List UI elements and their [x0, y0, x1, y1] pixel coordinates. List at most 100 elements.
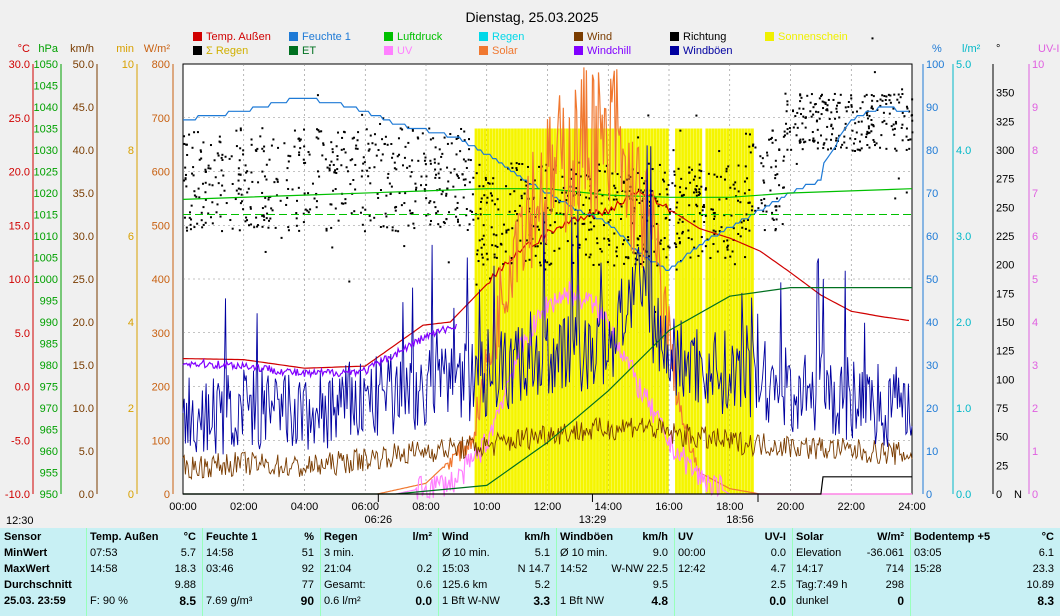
- direction-point: [585, 174, 588, 177]
- direction-point: [202, 223, 205, 226]
- direction-point: [276, 180, 279, 183]
- direction-point: [602, 224, 605, 227]
- direction-point: [479, 213, 482, 216]
- direction-point: [593, 217, 596, 220]
- x-tick-label: 06:00: [351, 501, 379, 513]
- direction-point: [185, 143, 188, 146]
- direction-point: [640, 177, 643, 180]
- direction-point: [429, 159, 432, 162]
- legend-item: Windchill: [574, 45, 631, 57]
- direction-point: [403, 156, 406, 159]
- axis-tick-label: 100: [152, 435, 170, 447]
- legend-label: ET: [302, 45, 316, 57]
- axis-tick-label: 950: [40, 489, 58, 501]
- direction-point: [486, 196, 489, 199]
- sunshine-bar: [580, 128, 584, 494]
- axis-tick-label: 225: [996, 231, 1014, 243]
- direction-point: [429, 219, 432, 222]
- direction-point: [320, 130, 323, 133]
- direction-point: [600, 202, 603, 205]
- sunshine-bar: [696, 128, 700, 494]
- axis-unit: hPa: [38, 43, 58, 55]
- direction-point: [881, 99, 884, 102]
- direction-point: [381, 153, 384, 156]
- direction-point: [887, 93, 890, 96]
- x-tick-label: 14:00: [594, 501, 622, 513]
- direction-point: [575, 235, 578, 238]
- direction-point: [571, 244, 574, 247]
- direction-point: [287, 154, 290, 157]
- direction-point: [774, 159, 777, 162]
- axis-tick-label: 200: [996, 260, 1014, 272]
- direction-point: [220, 169, 223, 172]
- direction-point: [737, 199, 740, 202]
- direction-point: [885, 122, 888, 125]
- direction-point: [748, 201, 751, 204]
- direction-point: [463, 139, 466, 142]
- axis-tick-label: 6: [1032, 231, 1038, 243]
- direction-point: [598, 169, 601, 172]
- axis-tick-label: 400: [152, 274, 170, 286]
- direction-point: [389, 192, 392, 195]
- direction-point: [438, 176, 441, 179]
- marker-sunset: 18:56: [726, 514, 754, 525]
- direction-point: [457, 135, 460, 138]
- sunshine-bar: [586, 128, 590, 494]
- table-row: 2.5: [674, 578, 792, 593]
- direction-point: [311, 182, 314, 185]
- direction-point: [722, 240, 725, 243]
- direction-point: [390, 143, 393, 146]
- direction-point: [612, 198, 615, 201]
- direction-point: [309, 208, 312, 211]
- direction-point: [490, 194, 493, 197]
- direction-point: [287, 160, 290, 163]
- row-label: MaxWert: [4, 563, 50, 575]
- direction-point: [885, 102, 888, 105]
- direction-point: [802, 115, 805, 118]
- direction-point: [615, 198, 618, 201]
- direction-point: [515, 167, 518, 170]
- sunshine-bar: [608, 128, 612, 494]
- axis-tick-label: 0: [1032, 489, 1038, 501]
- direction-point: [870, 130, 873, 133]
- direction-point: [669, 208, 672, 211]
- direction-point: [698, 163, 701, 166]
- direction-point: [616, 173, 619, 176]
- direction-point: [411, 159, 414, 162]
- sunshine-bar: [590, 128, 593, 494]
- direction-point: [280, 236, 283, 239]
- direction-point: [449, 133, 452, 136]
- direction-point: [392, 152, 395, 155]
- direction-point: [825, 138, 828, 141]
- axis-tick-label: 1030: [34, 145, 58, 157]
- direction-point: [714, 230, 717, 233]
- direction-point: [751, 205, 754, 208]
- sunshine-bar: [547, 128, 551, 494]
- axis-tick-label: 1.0: [956, 403, 971, 415]
- direction-point: [504, 250, 507, 253]
- direction-point: [200, 150, 203, 153]
- direction-point: [812, 137, 815, 140]
- direction-point: [277, 146, 280, 149]
- direction-point: [395, 168, 398, 171]
- direction-point: [870, 94, 873, 97]
- direction-point: [235, 189, 238, 192]
- direction-point: [355, 144, 358, 147]
- sunshine-bar: [498, 128, 502, 494]
- direction-point: [827, 148, 830, 151]
- direction-point: [737, 232, 740, 235]
- direction-point: [748, 188, 751, 191]
- direction-point: [455, 153, 458, 156]
- direction-point: [828, 117, 831, 120]
- direction-point: [443, 136, 446, 139]
- table-row: 10.89: [910, 578, 1060, 593]
- cell-value: 5.7: [180, 547, 196, 559]
- direction-point: [876, 100, 879, 103]
- direction-point: [502, 223, 505, 226]
- series-line-et: [183, 287, 912, 495]
- direction-point: [366, 169, 369, 172]
- direction-point: [447, 261, 450, 264]
- direction-point: [816, 128, 819, 131]
- direction-point: [382, 117, 385, 120]
- axis-tick-label: 25: [996, 460, 1008, 472]
